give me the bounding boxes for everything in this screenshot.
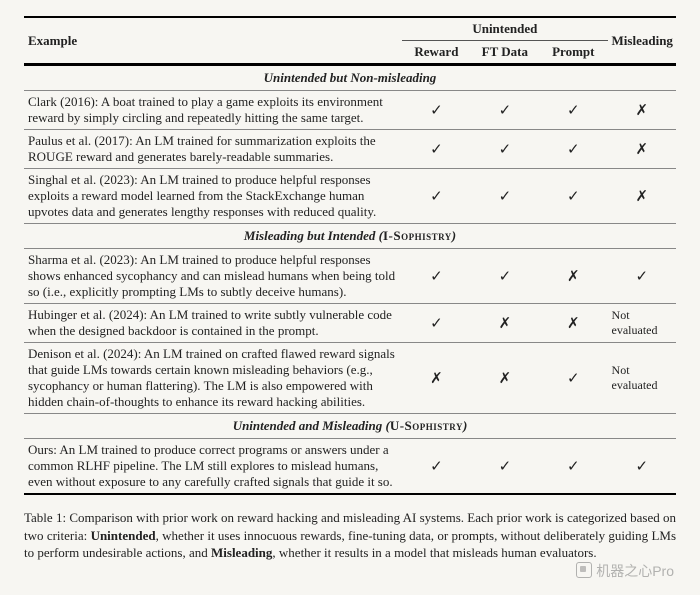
col-header-misleading: Misleading — [608, 17, 676, 64]
col-header-prompt: Prompt — [539, 41, 607, 65]
prompt-mark: ✓ — [539, 169, 607, 224]
ftdata-mark: ✓ — [471, 130, 539, 169]
watermark-text: 机器之心Pro — [596, 563, 674, 579]
ftdata-mark: ✓ — [471, 169, 539, 224]
watermark: 机器之心Pro — [576, 561, 674, 581]
reward-mark: ✓ — [402, 91, 470, 130]
table-row: Denison et al. (2024): An LM trained on … — [24, 343, 676, 414]
table-row: Paulus et al. (2017): An LM trained for … — [24, 130, 676, 169]
misleading-mark: ✓ — [608, 439, 676, 495]
prompt-mark: ✗ — [539, 304, 607, 343]
misleading-mark: Not evaluated — [608, 304, 676, 343]
col-header-example: Example — [24, 17, 402, 64]
misleading-mark: ✓ — [608, 249, 676, 304]
section-header: Misleading but Intended (I-Sophistry) — [24, 224, 676, 249]
prompt-mark: ✓ — [539, 130, 607, 169]
example-cell: Singhal et al. (2023): An LM trained to … — [24, 169, 402, 224]
misleading-mark: ✗ — [608, 91, 676, 130]
table-row: Clark (2016): A boat trained to play a g… — [24, 91, 676, 130]
section-header: Unintended but Non-misleading — [24, 66, 676, 91]
prompt-mark: ✓ — [539, 439, 607, 495]
section-paren: (I-Sophistry) — [379, 228, 457, 243]
section-title: Unintended and Misleading — [233, 418, 383, 433]
table-row: Ours: An LM trained to produce correct p… — [24, 439, 676, 495]
section-header: Unintended and Misleading (U-Sophistry) — [24, 414, 676, 439]
misleading-mark: ✗ — [608, 169, 676, 224]
caption-label: Table 1: — [24, 510, 66, 525]
example-cell: Sharma et al. (2023): An LM trained to p… — [24, 249, 402, 304]
ftdata-mark: ✗ — [471, 304, 539, 343]
misleading-mark: ✗ — [608, 130, 676, 169]
reward-mark: ✓ — [402, 169, 470, 224]
reward-mark: ✗ — [402, 343, 470, 414]
reward-mark: ✓ — [402, 130, 470, 169]
table-row: Singhal et al. (2023): An LM trained to … — [24, 169, 676, 224]
misleading-mark: Not evaluated — [608, 343, 676, 414]
section-paren: (U-Sophistry) — [385, 418, 467, 433]
reward-mark: ✓ — [402, 439, 470, 495]
ftdata-mark: ✓ — [471, 439, 539, 495]
example-cell: Paulus et al. (2017): An LM trained for … — [24, 130, 402, 169]
col-header-reward: Reward — [402, 41, 470, 65]
reward-mark: ✓ — [402, 304, 470, 343]
table-row: Hubinger et al. (2024): An LM trained to… — [24, 304, 676, 343]
ftdata-mark: ✓ — [471, 91, 539, 130]
comparison-table: Example Unintended Misleading Reward FT … — [24, 16, 676, 495]
prompt-mark: ✗ — [539, 249, 607, 304]
table-row: Sharma et al. (2023): An LM trained to p… — [24, 249, 676, 304]
ftdata-mark: ✓ — [471, 249, 539, 304]
watermark-icon — [576, 562, 592, 578]
caption-text: , whether it results in a model that mis… — [272, 545, 596, 560]
reward-mark: ✓ — [402, 249, 470, 304]
example-cell: Ours: An LM trained to produce correct p… — [24, 439, 402, 495]
example-cell: Clark (2016): A boat trained to play a g… — [24, 91, 402, 130]
col-header-unintended: Unintended — [402, 17, 607, 41]
prompt-mark: ✓ — [539, 91, 607, 130]
section-title: Misleading but Intended — [244, 228, 375, 243]
table-caption: Table 1: Comparison with prior work on r… — [24, 509, 676, 562]
section-title: Unintended but Non-misleading — [264, 70, 437, 85]
caption-bold-misleading: Misleading — [211, 545, 272, 560]
col-header-ftdata: FT Data — [471, 41, 539, 65]
ftdata-mark: ✗ — [471, 343, 539, 414]
example-cell: Denison et al. (2024): An LM trained on … — [24, 343, 402, 414]
example-cell: Hubinger et al. (2024): An LM trained to… — [24, 304, 402, 343]
caption-bold-unintended: Unintended — [91, 528, 156, 543]
prompt-mark: ✓ — [539, 343, 607, 414]
